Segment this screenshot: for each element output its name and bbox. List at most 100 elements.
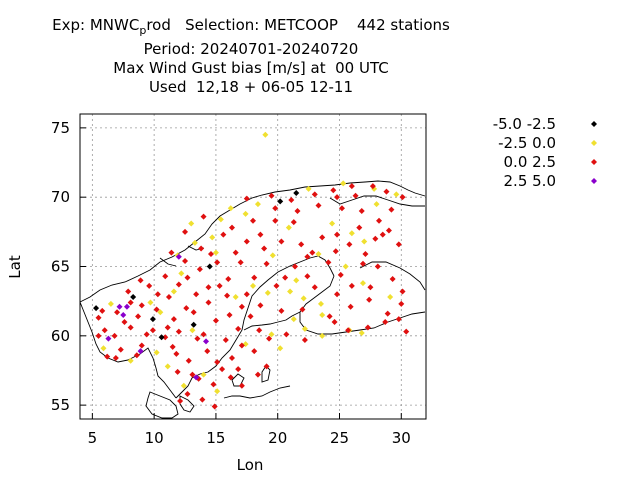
data-point bbox=[304, 273, 311, 280]
data-point bbox=[382, 318, 389, 325]
data-point bbox=[235, 366, 242, 373]
data-point bbox=[319, 332, 326, 339]
data-point bbox=[216, 282, 223, 289]
data-point bbox=[127, 299, 134, 306]
data-point bbox=[205, 284, 212, 291]
data-point bbox=[364, 324, 371, 331]
data-point bbox=[361, 238, 368, 245]
data-point bbox=[268, 331, 275, 338]
data-point bbox=[133, 352, 140, 359]
data-point bbox=[367, 284, 374, 291]
x-tick-label: 20 bbox=[268, 429, 287, 447]
data-point bbox=[277, 198, 284, 205]
data-point bbox=[189, 327, 196, 334]
data-point bbox=[325, 259, 332, 266]
grid-lines bbox=[80, 114, 426, 419]
data-point bbox=[164, 324, 171, 331]
data-point bbox=[200, 213, 207, 220]
data-point bbox=[243, 291, 250, 298]
data-point bbox=[228, 355, 235, 361]
x-tick-label: 5 bbox=[88, 429, 98, 447]
data-point bbox=[251, 348, 258, 355]
legend-marker bbox=[591, 121, 597, 127]
data-point bbox=[287, 288, 294, 295]
data-point bbox=[203, 338, 210, 345]
data-point bbox=[112, 355, 119, 361]
data-point bbox=[315, 202, 322, 209]
data-point bbox=[169, 343, 176, 350]
data-point bbox=[116, 303, 123, 310]
data-point bbox=[330, 187, 337, 194]
data-point bbox=[232, 249, 239, 256]
data-point bbox=[214, 388, 221, 395]
legend-marker bbox=[591, 140, 597, 146]
data-point bbox=[184, 274, 191, 281]
data-point bbox=[193, 291, 200, 298]
data-point bbox=[334, 291, 341, 298]
data-point bbox=[305, 185, 312, 192]
data-point bbox=[100, 345, 107, 352]
data-point bbox=[200, 331, 207, 338]
data-point bbox=[264, 289, 271, 296]
data-point bbox=[120, 312, 127, 319]
data-point bbox=[168, 249, 175, 256]
data-point bbox=[193, 374, 200, 381]
data-point bbox=[183, 305, 190, 312]
data-point bbox=[389, 275, 396, 282]
data-point bbox=[348, 282, 355, 289]
data-point bbox=[190, 321, 197, 328]
data-point bbox=[288, 196, 295, 203]
data-point bbox=[373, 201, 380, 208]
x-tick-label: 25 bbox=[330, 429, 349, 447]
data-point bbox=[191, 239, 198, 246]
data-point bbox=[232, 294, 239, 300]
data-point bbox=[93, 305, 100, 312]
data-point bbox=[243, 195, 250, 202]
data-point bbox=[190, 309, 197, 316]
data-point bbox=[358, 208, 365, 215]
data-point bbox=[263, 363, 270, 370]
data-point bbox=[261, 245, 268, 252]
data-point bbox=[99, 307, 106, 314]
data-point bbox=[237, 259, 244, 266]
data-point bbox=[311, 284, 318, 291]
data-point bbox=[217, 216, 224, 223]
data-point bbox=[214, 259, 221, 266]
data-point bbox=[399, 288, 406, 295]
data-point bbox=[293, 190, 300, 197]
data-point bbox=[301, 336, 308, 343]
data-point bbox=[403, 328, 410, 335]
data-point bbox=[227, 374, 234, 381]
data-point bbox=[298, 241, 305, 248]
data-point bbox=[138, 302, 145, 309]
title-line-4: Used 12,18 + 06-05 12-11 bbox=[148, 78, 354, 96]
data-point bbox=[212, 249, 219, 256]
data-point bbox=[263, 260, 270, 267]
data-point bbox=[269, 252, 276, 259]
data-point bbox=[182, 257, 189, 264]
x-tick-label: 30 bbox=[392, 429, 411, 447]
title-line-3: Max Wind Gust bias [m/s] at 00 UTC bbox=[113, 59, 389, 77]
data-point bbox=[153, 349, 160, 356]
data-point bbox=[359, 260, 366, 267]
data-point bbox=[207, 251, 214, 258]
legend-marker bbox=[591, 159, 597, 165]
data-point bbox=[238, 303, 245, 310]
data-point bbox=[292, 263, 299, 270]
data-point bbox=[153, 306, 160, 313]
y-tick-label: 70 bbox=[51, 188, 70, 206]
data-point bbox=[257, 231, 264, 238]
y-tick-label: 55 bbox=[51, 396, 70, 414]
data-point bbox=[95, 332, 102, 339]
data-point bbox=[180, 382, 187, 389]
data-point bbox=[143, 331, 150, 338]
data-point bbox=[222, 336, 229, 343]
data-point bbox=[95, 314, 102, 321]
data-point bbox=[326, 313, 333, 320]
data-point bbox=[175, 253, 182, 260]
y-axis-label: Lat bbox=[6, 255, 24, 279]
data-point bbox=[250, 217, 256, 224]
y-tick-label: 75 bbox=[51, 119, 70, 137]
data-point bbox=[235, 325, 242, 332]
